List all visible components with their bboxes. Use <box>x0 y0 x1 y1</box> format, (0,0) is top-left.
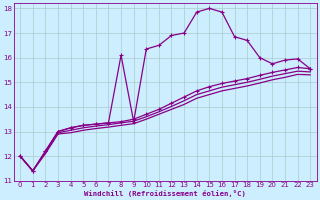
X-axis label: Windchill (Refroidissement éolien,°C): Windchill (Refroidissement éolien,°C) <box>84 190 246 197</box>
